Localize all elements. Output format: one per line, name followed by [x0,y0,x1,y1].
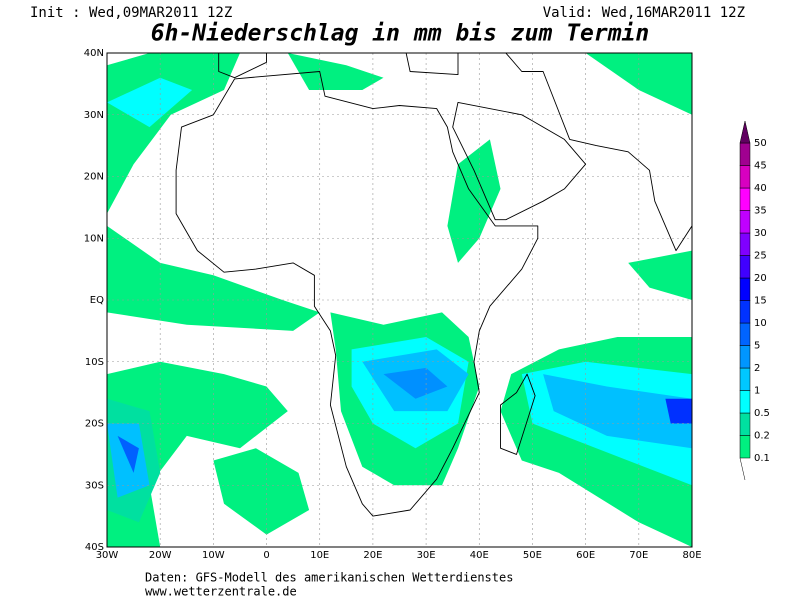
colorbar-segment [739,142,751,166]
colorbar-label: 10 [754,318,767,329]
colorbar-label: 25 [754,251,767,262]
lon-label: 10E [310,550,329,561]
precip-area [117,435,139,473]
colorbar-segment [739,322,751,346]
colorbar-label: 50 [754,138,767,149]
valid-time: Valid: Wed,16MAR2011 12Z [543,5,745,21]
precip-area [383,367,448,399]
lon-label: 60E [576,550,595,561]
colorbar-segment [739,435,751,459]
lat-label: 30S [85,480,104,491]
precip-area [107,361,288,547]
coastline [500,373,536,455]
colorbar-label: 0.1 [754,453,770,464]
lon-label: 70E [629,550,648,561]
colorbar-tail [739,457,746,481]
init-time: Init : Wed,09MAR2011 12Z [30,5,232,21]
coastline [452,101,587,221]
lat-label: EQ [90,295,104,306]
lon-label: 40E [470,550,489,561]
colorbar-label: 5 [754,341,760,352]
colorbar-segment [739,165,751,189]
colorbar-label: 15 [754,296,767,307]
colorbar-label: 1 [754,386,760,397]
colorbar-segment [739,277,751,301]
colorbar-label: 0.5 [754,408,770,419]
lat-label: 40N [84,48,104,59]
colorbar-segment [739,300,751,324]
lat-label: 20S [85,419,104,430]
map-content [107,53,692,547]
colorbar-label: 30 [754,228,767,239]
colorbar-segment [739,367,751,391]
coastline [405,53,459,76]
colorbar-label: 40 [754,183,767,194]
lat-label: 40S [85,542,104,553]
colorbar-segment [739,210,751,234]
precip-area [543,374,692,449]
map-frame [106,52,693,548]
precip-area [287,53,384,90]
website: www.wetterzentrale.de [145,585,297,599]
lat-label: 20N [84,172,104,183]
lon-label: 80E [682,550,701,561]
coastline [218,53,267,79]
precip-area [628,250,692,300]
map: 30W 20W 10W 0 10E 20E 30E 40E 50E 60E 70E 80E 40N 30N… [84,48,702,561]
lon-label: 20E [363,550,382,561]
lat-label: 30N [84,110,104,121]
colorbar-segment [739,187,751,211]
lon-label: 0 [263,550,269,561]
colorbar-segment [739,255,751,279]
colorbar-tip [739,120,751,144]
colorbar-segment [739,345,751,369]
precip-area [107,53,240,214]
precip-area [665,398,692,424]
colorbar-label: 45 [754,161,767,172]
coastlines [175,53,692,517]
map-title: 6h-Niederschlag in mm bis zum Termin [151,21,650,47]
data-source: Daten: GFS-Modell des amerikanischen Wet… [145,571,513,585]
colorbar-segment [739,412,751,436]
colorbar-segment [739,390,751,414]
lon-label: 50E [523,550,542,561]
colorbar-label: 2 [754,363,760,374]
coastline [175,71,539,517]
lon-label: 20W [149,550,172,561]
colorbar-segment [739,232,751,256]
precip-area [107,423,150,498]
lon-label: 10W [202,550,225,561]
coastline [505,53,692,252]
colorbar-label: 0.2 [754,431,770,442]
lon-label: 30W [96,550,119,561]
lon-label: 30E [417,550,436,561]
colorbar-label: 20 [754,273,767,284]
lat-label: 10S [85,357,104,368]
precip-area [213,448,310,535]
colorbar-label: 35 [754,206,767,217]
lat-label: 10N [84,233,104,244]
